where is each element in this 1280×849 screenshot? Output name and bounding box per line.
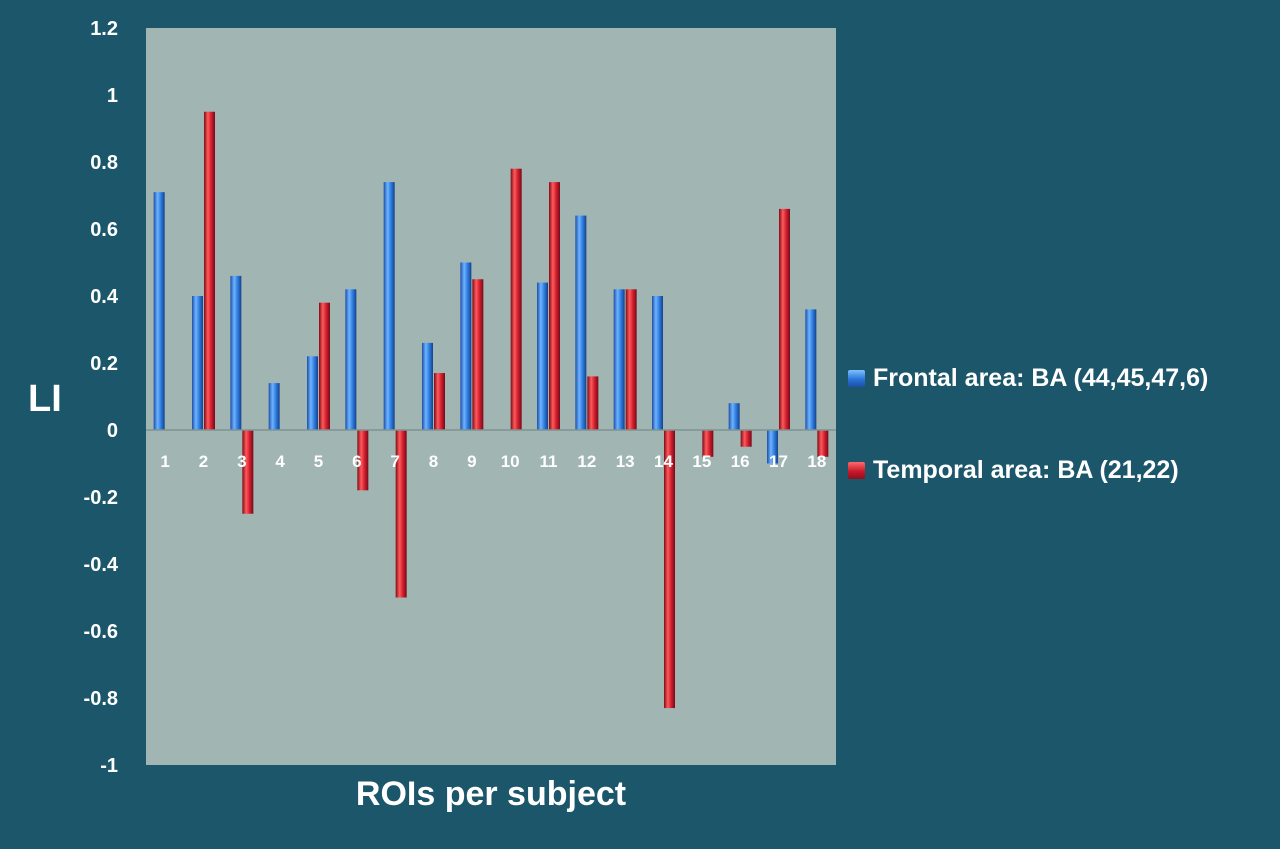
x-tick-label: 5 <box>314 452 323 471</box>
bar-frontal <box>575 215 587 430</box>
bar-frontal <box>805 309 817 430</box>
y-tick-label: -1 <box>100 755 118 777</box>
y-tick-label: 1 <box>107 85 118 107</box>
legend-label-frontal: Frontal area: BA (44,45,47,6) <box>873 363 1209 392</box>
x-tick-label: 1 <box>160 452 169 471</box>
legend-item-frontal: Frontal area: BA (44,45,47,6) <box>848 360 1268 396</box>
bars <box>153 111 829 709</box>
x-tick-label: 2 <box>199 452 208 471</box>
x-tick-label: 13 <box>616 452 635 471</box>
bar-frontal <box>345 289 357 430</box>
x-axis-title: ROIs per subject <box>355 775 627 813</box>
legend-swatch-frontal <box>848 369 865 387</box>
bar-frontal <box>230 275 242 430</box>
y-tick-label: 0.2 <box>90 353 118 375</box>
bar-frontal <box>460 262 472 430</box>
y-tick-label: 0.6 <box>90 219 118 241</box>
x-tick-label: 15 <box>692 452 711 471</box>
plot-area <box>146 28 836 765</box>
bar-temporal <box>664 430 675 709</box>
bar-temporal <box>357 430 369 491</box>
y-tick-label: -0.2 <box>84 487 118 509</box>
x-tick-label: 4 <box>275 452 285 471</box>
bar-frontal <box>268 383 280 430</box>
y-tick-label: 1.2 <box>90 18 118 40</box>
y-tick-label: 0.4 <box>90 286 119 308</box>
legend-swatch-temporal <box>848 461 865 479</box>
y-tick-label: -0.4 <box>84 554 119 576</box>
x-tick-label: 17 <box>769 452 788 471</box>
bar-temporal <box>587 376 599 430</box>
bar-frontal <box>613 289 625 430</box>
bar-temporal <box>242 430 254 514</box>
bar-temporal <box>549 182 560 430</box>
bar-temporal <box>204 111 215 430</box>
bar-temporal <box>625 289 637 430</box>
bar-frontal <box>192 296 203 430</box>
bar-temporal <box>472 279 484 430</box>
x-tick-label: 14 <box>654 452 673 471</box>
y-tick-label: 0 <box>107 420 118 442</box>
legend-item-temporal: Temporal area: BA (21,22) <box>848 452 1268 488</box>
y-axis-ticks: 1.2 1 0.8 0.6 0.4 0.2 0 -0.2 -0.4 -0.6 -0.8 -1 <box>84 18 119 777</box>
y-axis-title: LI <box>28 378 62 420</box>
x-tick-label: 7 <box>390 452 399 471</box>
bar-temporal <box>510 168 522 430</box>
x-tick-label: 10 <box>501 452 520 471</box>
bar-temporal <box>702 430 714 457</box>
x-tick-label: 12 <box>577 452 596 471</box>
x-tick-label: 9 <box>467 452 476 471</box>
bar-frontal <box>307 356 318 430</box>
y-tick-label: 0.8 <box>90 152 118 174</box>
bar-frontal <box>728 403 740 430</box>
bar-frontal <box>383 182 395 430</box>
bar-temporal <box>319 302 330 430</box>
legend-label-temporal: Temporal area: BA (21,22) <box>873 455 1179 484</box>
bar-temporal <box>779 208 790 430</box>
x-tick-label: 16 <box>731 452 750 471</box>
y-tick-label: -0.8 <box>84 688 118 710</box>
bar-frontal <box>767 430 778 464</box>
x-tick-label: 6 <box>352 452 361 471</box>
x-tick-label: 8 <box>429 452 438 471</box>
bar-temporal <box>434 373 445 430</box>
x-tick-label: 3 <box>237 452 246 471</box>
bar-frontal <box>153 192 165 430</box>
x-tick-label: 18 <box>807 452 826 471</box>
x-tick-label: 11 <box>540 452 558 471</box>
y-tick-label: -0.6 <box>84 621 118 643</box>
bar-frontal <box>652 296 663 430</box>
bar-frontal <box>422 342 433 430</box>
category-labels: 1 2 3 4 5 6 7 8 9 10 11 12 13 14 15 16 17 18 <box>160 452 826 471</box>
bar-temporal <box>740 430 752 447</box>
bar-frontal <box>537 282 548 430</box>
bar-temporal <box>817 430 829 457</box>
bar-temporal <box>395 430 407 598</box>
legend: Frontal area: BA (44,45,47,6) Temporal a… <box>848 360 1268 544</box>
